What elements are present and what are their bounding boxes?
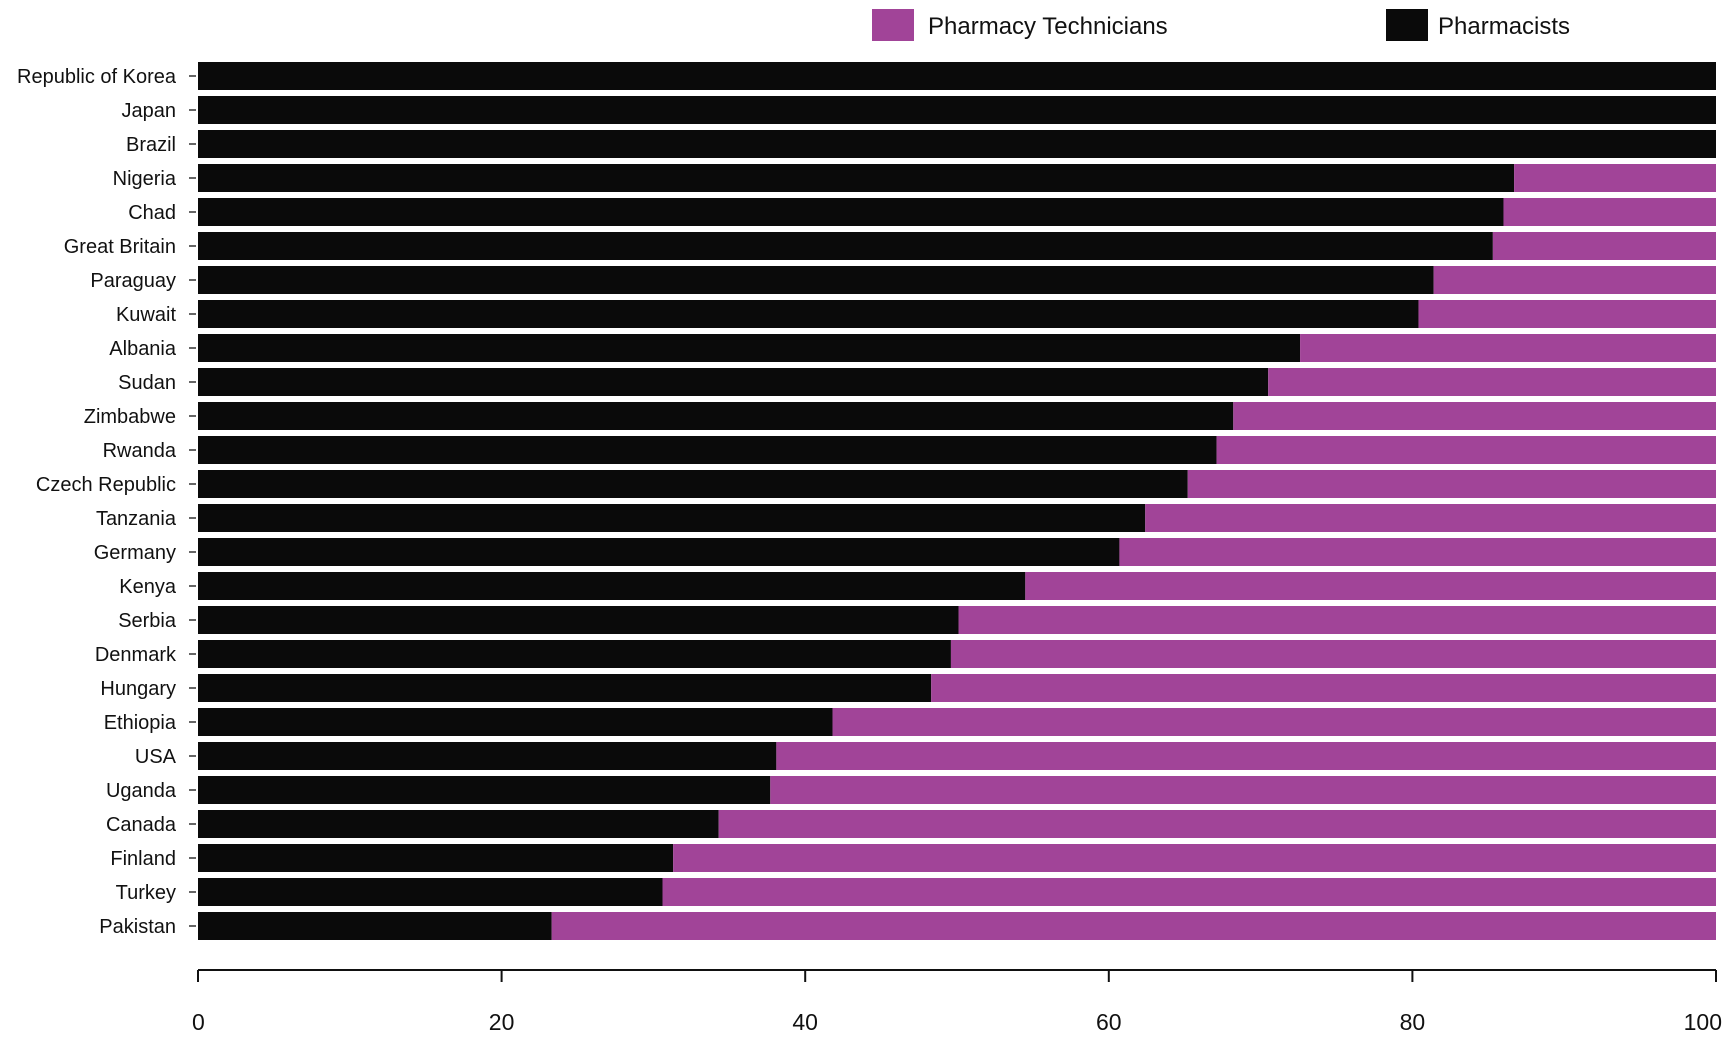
bar-pharmacists-tanzania (198, 504, 1146, 532)
bar-pharmacy-technicians-nigeria (1514, 164, 1716, 192)
category-label-czech-republic: Czech Republic (36, 474, 176, 496)
bar-pharmacists-albania (198, 334, 1301, 362)
bar-pharmacy-technicians-usa (776, 742, 1716, 770)
category-label-usa: USA (135, 746, 177, 768)
x-tick-label-100: 100 (1684, 1009, 1722, 1035)
bar-pharmacists-republic-of-korea (198, 62, 1716, 90)
category-label-chad: Chad (128, 202, 176, 224)
category-label-uganda: Uganda (106, 780, 177, 802)
bar-pharmacy-technicians-kuwait (1418, 300, 1716, 328)
category-label-great-britain: Great Britain (64, 236, 176, 258)
bars (198, 62, 1716, 940)
category-label-denmark: Denmark (95, 644, 177, 666)
category-label-serbia: Serbia (118, 610, 177, 632)
bar-pharmacy-technicians-albania (1300, 334, 1716, 362)
bar-pharmacists-nigeria (198, 164, 1515, 192)
category-label-canada: Canada (106, 814, 177, 836)
bar-pharmacists-hungary (198, 674, 932, 702)
bar-pharmacists-denmark (198, 640, 951, 668)
bar-pharmacy-technicians-canada (718, 810, 1716, 838)
category-label-tanzania: Tanzania (96, 508, 177, 530)
x-tick-label-80: 80 (1400, 1009, 1426, 1035)
legend-swatch-pharmacy-technicians (872, 9, 914, 41)
x-tick-label-20: 20 (489, 1009, 515, 1035)
x-tick-label-0: 0 (192, 1009, 205, 1035)
bar-pharmacy-technicians-paraguay (1433, 266, 1716, 294)
bar-pharmacy-technicians-finland (673, 844, 1716, 872)
category-label-republic-of-korea: Republic of Korea (17, 66, 177, 88)
bar-pharmacy-technicians-turkey (662, 878, 1716, 906)
bar-pharmacy-technicians-pakistan (551, 912, 1716, 940)
category-label-japan: Japan (122, 100, 177, 122)
bar-pharmacists-sudan (198, 368, 1269, 396)
x-tick-label-40: 40 (792, 1009, 818, 1035)
category-label-zimbabwe: Zimbabwe (84, 406, 176, 428)
legend-label-pharmacists: Pharmacists (1438, 13, 1570, 40)
bar-pharmacy-technicians-serbia (958, 606, 1716, 634)
category-label-sudan: Sudan (118, 372, 176, 394)
bar-pharmacists-uganda (198, 776, 771, 804)
category-label-ethiopia: Ethiopia (104, 712, 177, 734)
category-label-albania: Albania (109, 338, 177, 360)
category-label-rwanda: Rwanda (103, 440, 177, 462)
category-label-nigeria: Nigeria (113, 168, 177, 190)
category-label-paraguay: Paraguay (90, 270, 176, 292)
category-label-kuwait: Kuwait (116, 304, 176, 326)
bar-pharmacists-rwanda (198, 436, 1217, 464)
bar-pharmacists-usa (198, 742, 777, 770)
x-tick-label-60: 60 (1096, 1009, 1122, 1035)
bar-pharmacy-technicians-ethiopia (832, 708, 1716, 736)
bar-pharmacy-technicians-czech-republic (1187, 470, 1716, 498)
bar-pharmacy-technicians-great-britain (1492, 232, 1716, 260)
bar-pharmacists-canada (198, 810, 719, 838)
bar-pharmacy-technicians-denmark (950, 640, 1716, 668)
x-axis: 0 20 40 60 80 100 (192, 969, 1722, 1035)
bar-pharmacy-technicians-germany (1119, 538, 1716, 566)
legend-label-pharmacy-technicians: Pharmacy Technicians (928, 13, 1168, 40)
bar-pharmacists-kenya (198, 572, 1026, 600)
bar-pharmacy-technicians-tanzania (1145, 504, 1716, 532)
category-label-hungary: Hungary (100, 678, 176, 700)
bar-pharmacists-czech-republic (198, 470, 1188, 498)
bar-pharmacists-ethiopia (198, 708, 833, 736)
bar-pharmacy-technicians-rwanda (1216, 436, 1716, 464)
bar-pharmacists-japan (198, 96, 1716, 124)
category-axis: Republic of Korea Japan Brazil Nigeria Chad G… (17, 66, 196, 938)
bar-pharmacists-chad (198, 198, 1504, 226)
category-label-turkey: Turkey (116, 882, 176, 904)
bar-pharmacy-technicians-hungary (931, 674, 1716, 702)
bar-pharmacists-turkey (198, 878, 663, 906)
category-label-pakistan: Pakistan (99, 916, 176, 938)
category-label-kenya: Kenya (119, 576, 177, 598)
bar-pharmacists-paraguay (198, 266, 1434, 294)
bar-pharmacists-serbia (198, 606, 959, 634)
bar-pharmacists-kuwait (198, 300, 1419, 328)
bar-pharmacists-zimbabwe (198, 402, 1234, 430)
category-label-brazil: Brazil (126, 134, 176, 156)
bar-pharmacists-brazil (198, 130, 1716, 158)
bar-pharmacists-pakistan (198, 912, 552, 940)
bar-pharmacy-technicians-uganda (770, 776, 1716, 804)
legend-swatch-pharmacists (1386, 9, 1428, 41)
bar-pharmacists-finland (198, 844, 674, 872)
category-label-finland: Finland (110, 848, 176, 870)
bar-pharmacists-germany (198, 538, 1120, 566)
bar-pharmacy-technicians-chad (1503, 198, 1716, 226)
legend: Pharmacy Technicians Pharmacists (872, 9, 1570, 41)
category-label-germany: Germany (94, 542, 176, 564)
bar-pharmacy-technicians-kenya (1025, 572, 1716, 600)
bar-pharmacy-technicians-sudan (1268, 368, 1716, 396)
bar-pharmacists-great-britain (198, 232, 1493, 260)
bar-pharmacy-technicians-zimbabwe (1233, 402, 1716, 430)
